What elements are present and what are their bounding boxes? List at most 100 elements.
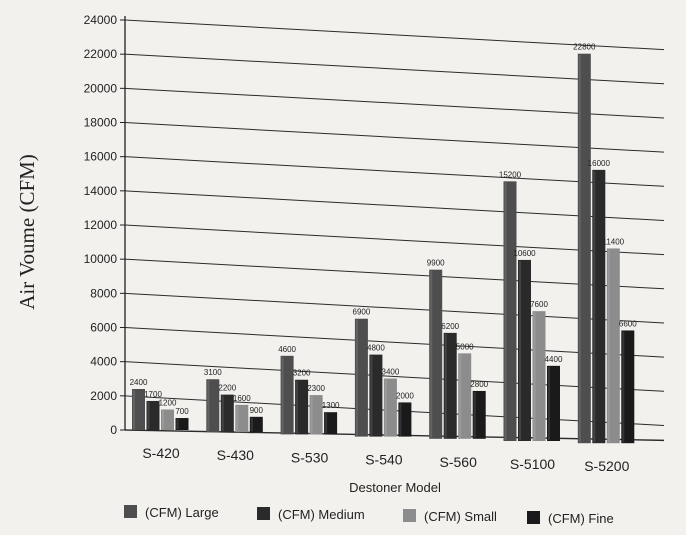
y-tick-label: 24000 <box>84 13 118 27</box>
bar-highlight <box>519 260 521 440</box>
bar-highlight <box>162 410 164 429</box>
bar <box>369 354 383 437</box>
bar <box>472 390 486 439</box>
data-label: 11400 <box>602 237 624 246</box>
gridlines <box>124 19 665 442</box>
bar-highlight <box>533 312 536 440</box>
data-label: 1700 <box>144 390 162 399</box>
data-label: 5000 <box>456 342 474 351</box>
data-label: 2000 <box>396 391 414 400</box>
data-label: 16000 <box>588 159 611 168</box>
bar <box>383 378 397 437</box>
data-label: 1200 <box>159 399 177 408</box>
data-label: 6900 <box>353 308 371 317</box>
bar-highlight <box>236 405 239 432</box>
bar <box>577 53 591 444</box>
y-tick-label: 2000 <box>90 389 117 403</box>
bar-highlight <box>147 401 150 429</box>
bar-highlight <box>176 419 179 429</box>
data-label: 2400 <box>130 378 148 387</box>
bar <box>146 400 160 430</box>
bar <box>532 311 546 441</box>
y-tick-label: 10000 <box>84 252 118 266</box>
y-axis-title: Air Voume (CFM) <box>15 154 39 310</box>
legend-swatch <box>403 509 416 522</box>
x-tick-label: S-540 <box>365 452 403 468</box>
x-tick-label: S-530 <box>291 449 329 465</box>
bar <box>309 395 323 435</box>
x-tick-label: S-5200 <box>584 458 629 474</box>
data-label: 9900 <box>427 259 445 268</box>
legend-label: (CFM) Medium <box>278 507 365 522</box>
bar <box>249 416 263 433</box>
gridline <box>124 224 665 256</box>
y-tick-label: 0 <box>110 423 117 437</box>
legend-label: (CFM) Small <box>424 509 497 524</box>
bar-highlight <box>504 182 507 441</box>
data-label: 2200 <box>218 384 236 393</box>
bar <box>175 418 189 430</box>
y-tick-labels: 0 2000 4000 6000 8000 10000 12000 14000 16000 180… <box>84 13 118 437</box>
legend-label: (CFM) Fine <box>548 511 614 526</box>
gridline <box>124 156 665 187</box>
bar-highlight <box>548 366 550 440</box>
gridline <box>124 53 665 85</box>
bar-highlight <box>296 380 299 434</box>
y-tick-label: 20000 <box>84 81 118 95</box>
data-label: 15200 <box>499 170 522 179</box>
bar <box>429 269 443 439</box>
gridline <box>124 19 665 51</box>
data-label: 4400 <box>545 355 563 364</box>
y-tick-label: 22000 <box>84 47 118 61</box>
gridline <box>124 327 665 358</box>
bar-highlight <box>370 355 373 436</box>
bar-highlight <box>473 391 476 438</box>
gridline <box>124 87 665 119</box>
legend-label: (CFM) Large <box>145 505 219 520</box>
gridline <box>124 190 665 221</box>
data-label: 2300 <box>307 384 325 393</box>
legend-swatch <box>124 505 137 518</box>
y-tick-label: 18000 <box>84 116 118 130</box>
data-label: 1600 <box>233 394 251 403</box>
data-label: 22800 <box>573 43 596 52</box>
bar <box>592 169 606 444</box>
bar <box>295 379 309 435</box>
data-label: 1300 <box>322 401 340 410</box>
bar-highlight <box>459 354 462 438</box>
data-label: 700 <box>175 407 189 416</box>
bar-highlight <box>310 396 313 434</box>
bar-highlight <box>221 395 224 432</box>
data-label: 7600 <box>530 300 548 309</box>
data-label: 3200 <box>293 369 311 378</box>
y-tick-label: 16000 <box>84 150 118 164</box>
gridline <box>124 361 665 392</box>
bar <box>324 412 338 435</box>
bar <box>458 353 472 439</box>
bar <box>518 259 531 441</box>
data-label: 4600 <box>278 345 296 354</box>
bar-highlight <box>325 413 328 434</box>
bar <box>354 318 368 437</box>
x-tick-labels: S-420 S-430 S-530 S-540 S-560 S-5100 S-5200 <box>142 445 629 474</box>
bar <box>220 394 234 433</box>
bar-highlight <box>133 390 135 429</box>
data-label: 10600 <box>513 249 536 258</box>
y-tick-label: 6000 <box>90 321 117 335</box>
bar-highlight <box>593 170 596 443</box>
data-label: 900 <box>250 406 264 415</box>
legend-swatch <box>527 511 540 524</box>
x-tick-label: S-420 <box>142 445 180 461</box>
data-label: 4800 <box>367 344 385 353</box>
y-tick-label: 14000 <box>84 184 118 198</box>
bar-highlight <box>430 270 433 438</box>
bar-highlight <box>622 331 625 443</box>
data-label: 6200 <box>441 322 459 331</box>
bar-highlight <box>607 249 610 443</box>
bar-highlight <box>207 380 210 432</box>
bar <box>547 365 560 441</box>
bar-highlight <box>384 379 387 436</box>
x-tick-label: S-430 <box>217 447 255 463</box>
gridline <box>124 122 665 153</box>
